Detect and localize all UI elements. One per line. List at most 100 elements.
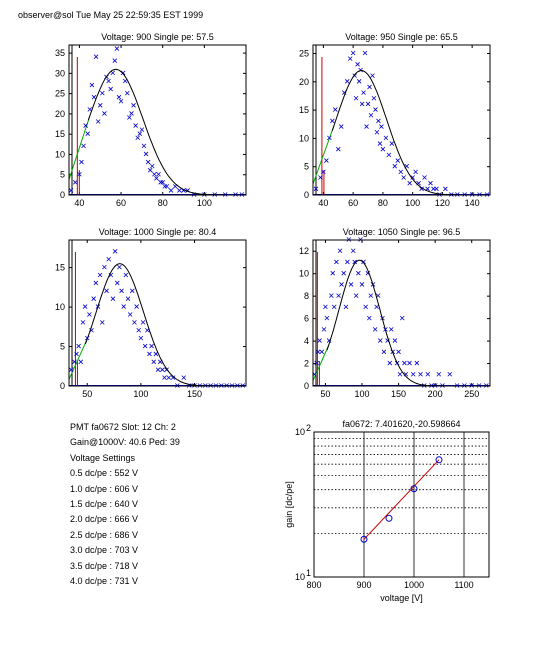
x-tick-label: 140 — [465, 198, 480, 208]
data-point-stroke — [371, 95, 377, 101]
data-point-stroke — [407, 360, 412, 366]
data-point-stroke — [374, 129, 380, 135]
data-point — [136, 327, 142, 333]
data-point — [181, 375, 187, 380]
data-point-stroke — [145, 159, 151, 165]
data-point — [177, 188, 182, 193]
data-point — [374, 304, 379, 310]
histogram-panel: Voltage: 950 Single pe: 65.540 60 80 100 120… — [299, 32, 491, 208]
data-point — [314, 360, 319, 366]
data-point-stroke — [108, 272, 114, 278]
data-point-stroke — [396, 349, 401, 355]
data-point — [410, 175, 415, 180]
data-point-stroke — [83, 123, 88, 128]
data-point — [162, 184, 168, 189]
data-point-stroke — [102, 111, 107, 116]
data-point-stroke — [410, 371, 416, 377]
data-point — [164, 184, 170, 189]
data-point-stroke — [116, 94, 122, 100]
data-point-stroke — [79, 159, 84, 165]
data-point-stroke — [121, 304, 126, 309]
data-point — [337, 248, 343, 254]
data-point-stroke — [381, 349, 387, 355]
data-point — [323, 304, 328, 310]
data-point-stroke — [362, 50, 368, 56]
data-point — [80, 320, 86, 325]
data-point — [330, 270, 336, 276]
data-point-stroke — [139, 127, 145, 132]
data-point — [130, 288, 135, 294]
data-point-stroke — [376, 118, 381, 124]
info-line: 1.0 dc/pe : 606 V — [70, 483, 139, 494]
data-point-stroke — [133, 123, 138, 128]
data-point — [121, 304, 126, 309]
threshold-line — [312, 344, 330, 381]
data-point — [142, 343, 148, 349]
data-point — [112, 249, 118, 254]
data-point — [125, 90, 130, 96]
data-point — [331, 304, 337, 310]
data-point-stroke — [399, 315, 405, 321]
data-point — [154, 176, 159, 181]
data-point — [348, 282, 354, 287]
data-point — [395, 158, 401, 163]
data-point — [117, 264, 122, 270]
data-point-stroke — [395, 158, 401, 163]
data-point — [97, 103, 103, 108]
data-point-stroke — [162, 375, 167, 380]
data-point — [436, 371, 442, 377]
data-point-stroke — [68, 188, 74, 193]
data-point-stroke — [353, 95, 359, 101]
chart-title: fa0672: 7.401620,-20.598664 — [342, 419, 460, 429]
data-point — [343, 304, 349, 310]
data-point — [123, 272, 129, 278]
data-point-stroke — [414, 360, 420, 366]
data-point-stroke — [402, 360, 407, 366]
data-point-stroke — [353, 293, 359, 298]
data-point-stroke — [347, 56, 353, 61]
data-point — [108, 86, 113, 92]
chart-title: Voltage: 900 Single pe: 57.5 — [101, 32, 214, 42]
y-tick-label: 5 — [60, 342, 65, 352]
y-tick-label: 12 — [299, 246, 309, 256]
info-line: 2.5 dc/pe : 686 V — [70, 529, 139, 540]
data-point — [428, 180, 433, 186]
y-tick-exponent: 2 — [306, 423, 311, 433]
histogram-panel: Voltage: 1050 Single pe: 96.550 100 150 200… — [299, 227, 491, 399]
info-line: PMT fa0672 Slot: 12 Ch: 2 — [70, 422, 176, 432]
data-point-stroke — [348, 282, 354, 287]
data-point-stroke — [336, 293, 341, 298]
data-point — [352, 259, 357, 265]
data-point — [112, 58, 118, 63]
x-tick-label: 40 — [318, 198, 328, 208]
data-point-stroke — [374, 304, 379, 310]
data-point — [166, 375, 172, 380]
data-point-stroke — [160, 367, 165, 372]
data-point — [139, 127, 145, 132]
data-point-stroke — [392, 163, 398, 169]
data-point-stroke — [389, 141, 395, 146]
data-point — [327, 135, 332, 141]
data-point-stroke — [365, 101, 371, 107]
y-tick-label: 20 — [299, 77, 309, 87]
data-point-stroke — [314, 360, 319, 366]
data-point-stroke — [93, 54, 99, 59]
y-tick-label: 30 — [55, 68, 65, 78]
info-line: Gain@1000V: 40.6 Ped: 39 — [70, 437, 180, 448]
data-point-stroke — [177, 188, 182, 193]
data-point — [368, 293, 374, 298]
data-point-stroke — [80, 320, 86, 325]
data-point-stroke — [155, 367, 161, 372]
data-point-stroke — [125, 90, 130, 96]
data-point — [116, 94, 122, 100]
data-point — [149, 343, 154, 349]
data-point — [99, 320, 105, 325]
data-point-stroke — [74, 351, 79, 357]
x-tick-label: 60 — [348, 198, 358, 208]
info-line: 0.5 dc/pe : 552 V — [70, 468, 139, 479]
data-point-stroke — [120, 70, 126, 76]
data-point-stroke — [401, 175, 407, 180]
data-point-stroke — [87, 312, 92, 317]
data-point — [143, 151, 149, 157]
data-point — [396, 349, 401, 355]
